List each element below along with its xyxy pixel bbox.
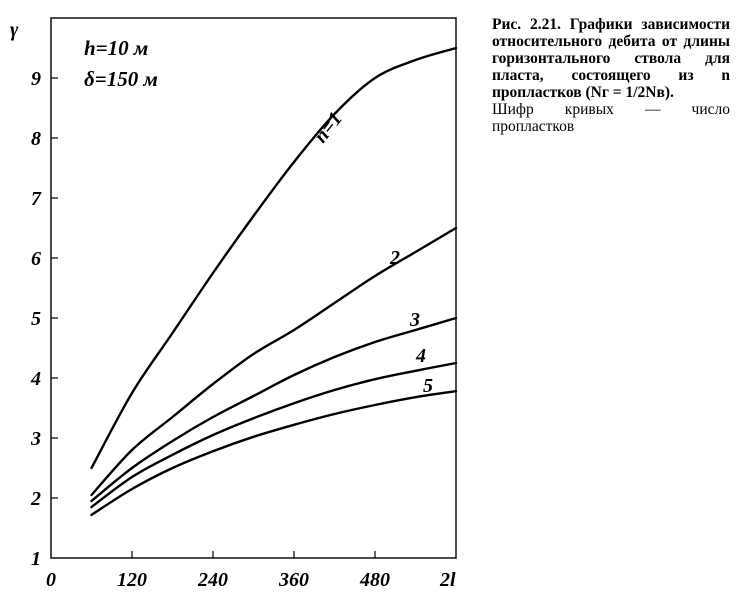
x-tick-label: 240	[197, 569, 228, 591]
y-axis-label: γ	[10, 19, 19, 41]
y-tick-label: 9	[31, 68, 41, 90]
x-tick-label: 480	[359, 569, 390, 591]
x-axis-label: 2l	[439, 569, 456, 591]
x-tick-label: 120	[117, 569, 147, 591]
figure-caption: Рис. 2.21. Графики зависимости относител…	[492, 16, 730, 135]
curve-5	[90, 390, 458, 516]
plot-border	[50, 17, 457, 559]
curve-3	[90, 316, 458, 503]
curve-label-4: 4	[415, 345, 426, 367]
curve-label-3: 3	[409, 309, 420, 331]
y-tick-label: 7	[31, 188, 42, 210]
y-tick-label: 2	[30, 488, 41, 510]
caption-note: Шифр кривых — число пропластков	[492, 101, 730, 135]
param-h: h=10 м	[84, 36, 148, 60]
x-tick-label: 0	[46, 569, 56, 591]
caption-title: Рис. 2.21. Графики зависимости относител…	[492, 16, 730, 101]
y-tick-label: 3	[30, 428, 41, 450]
y-tick-label: 8	[31, 128, 41, 150]
curve-4	[90, 361, 458, 509]
curve-1	[90, 46, 458, 470]
plot-frame	[50, 17, 457, 559]
x-tick-label: 360	[278, 569, 309, 591]
x-axis-ticks: 0 120 240 360 480	[46, 551, 390, 591]
curve-label-5: 5	[423, 375, 433, 397]
y-tick-label: 4	[30, 368, 41, 390]
y-axis-ticks: 1 2 3 4 5 6 7 8 9	[30, 68, 58, 570]
y-tick-label: 5	[31, 308, 41, 330]
y-tick-label: 1	[31, 548, 41, 570]
curve-label-1: n=1	[310, 108, 347, 147]
curve-label-2: 2	[389, 247, 400, 269]
curves	[90, 46, 458, 516]
param-delta: δ=150 м	[84, 67, 158, 91]
y-tick-label: 6	[31, 248, 41, 270]
curve-2	[90, 226, 458, 497]
